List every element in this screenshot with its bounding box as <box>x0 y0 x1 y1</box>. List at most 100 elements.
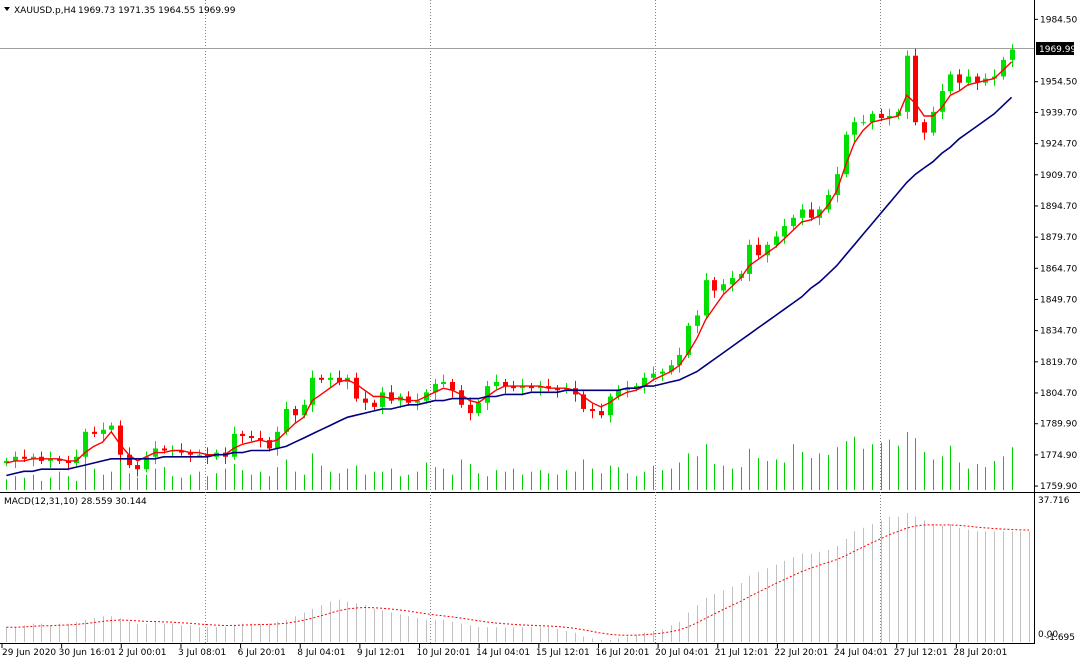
candle-body <box>695 315 700 326</box>
candle <box>293 405 298 423</box>
candle <box>433 378 438 400</box>
moving-averages <box>6 61 1013 477</box>
candle-body <box>337 377 342 382</box>
candle-body <box>503 381 508 387</box>
candle <box>931 106 936 136</box>
time-tick-label: 6 Jul 20:01 <box>238 648 286 658</box>
candle <box>835 166 840 203</box>
candle <box>913 48 918 126</box>
candle <box>887 108 892 126</box>
candle-body <box>319 377 324 380</box>
candle <box>861 114 866 126</box>
candle-body <box>109 425 114 430</box>
time-tick-label: 21 Jul 12:01 <box>715 648 769 658</box>
candle <box>101 422 106 442</box>
candle-body <box>240 433 245 436</box>
candle <box>441 374 446 388</box>
time-tick-label: 22 Jul 20:01 <box>774 648 828 658</box>
candle <box>4 457 9 467</box>
current-price-label: 1969.99 <box>1039 45 1076 55</box>
candle <box>1010 44 1015 68</box>
candle-body <box>913 55 918 123</box>
candle-body <box>844 134 849 175</box>
candle <box>354 372 359 402</box>
candle-body <box>747 244 752 274</box>
candle <box>809 202 814 221</box>
candle-body <box>931 111 936 133</box>
candle <box>966 69 971 86</box>
candle-body <box>101 429 106 434</box>
time-tick-label: 27 Jul 12:01 <box>894 648 948 658</box>
macd-axis-zero: 0.00 <box>1038 630 1058 640</box>
candle <box>712 277 717 298</box>
candle <box>730 270 735 292</box>
candle-body <box>92 431 97 434</box>
candle <box>284 401 289 435</box>
candle-body <box>1001 59 1006 77</box>
candle-body <box>415 400 420 403</box>
candle-body <box>205 454 210 457</box>
candle <box>695 310 700 334</box>
candle-body <box>31 456 36 459</box>
candle <box>922 119 927 140</box>
candle-body <box>651 373 656 378</box>
candle-body <box>712 280 717 291</box>
candle-body <box>809 209 814 218</box>
candle <box>363 391 368 410</box>
candle-body <box>310 377 315 405</box>
candle <box>188 449 193 462</box>
candle-body <box>634 386 639 389</box>
candle-body <box>328 377 333 380</box>
candle-body <box>293 408 298 416</box>
candle <box>529 382 534 392</box>
candle-body <box>905 55 910 112</box>
candle <box>83 428 88 465</box>
candle-body <box>861 122 866 124</box>
candle-body <box>441 381 446 385</box>
candle-body <box>669 365 674 372</box>
candle <box>406 391 411 406</box>
candle <box>975 73 980 90</box>
candle <box>782 218 787 244</box>
price-tick-label: 1984.50 <box>1040 15 1077 25</box>
candle <box>459 385 464 408</box>
candle-body <box>879 113 884 119</box>
candle <box>389 385 394 404</box>
price-tick-label: 1879.70 <box>1040 233 1077 243</box>
price-tick-label: 1954.50 <box>1040 78 1077 88</box>
candle-body <box>1010 49 1015 60</box>
candle-body <box>756 244 761 256</box>
candle <box>590 403 595 419</box>
candle-body <box>144 456 149 470</box>
candle-body <box>57 458 62 461</box>
candle-body <box>599 411 604 416</box>
time-tick-label: 16 Jul 20:01 <box>595 648 649 658</box>
candle-body <box>642 377 647 387</box>
candle <box>415 393 420 410</box>
candle-body <box>922 122 927 133</box>
candle <box>879 108 884 122</box>
candle <box>870 110 875 130</box>
candle-body <box>581 394 586 409</box>
candle-body <box>118 425 123 455</box>
candle <box>844 131 849 178</box>
candle <box>135 461 140 477</box>
candle-body <box>704 280 709 316</box>
current-price-tag <box>1036 42 1074 55</box>
candle <box>144 451 149 473</box>
candle-body <box>948 74 953 92</box>
candle <box>494 374 499 390</box>
candle <box>957 69 962 90</box>
candle <box>232 426 237 460</box>
time-tick-label: 2 Jul 00:01 <box>118 648 166 658</box>
candle-body <box>232 433 237 457</box>
candle <box>179 443 184 456</box>
candle <box>747 239 752 282</box>
candle-body <box>940 91 945 112</box>
candle <box>581 391 586 413</box>
candle-body <box>590 408 595 412</box>
candle <box>905 50 910 120</box>
candle <box>450 378 455 398</box>
collapse-arrow-icon[interactable] <box>4 7 10 11</box>
